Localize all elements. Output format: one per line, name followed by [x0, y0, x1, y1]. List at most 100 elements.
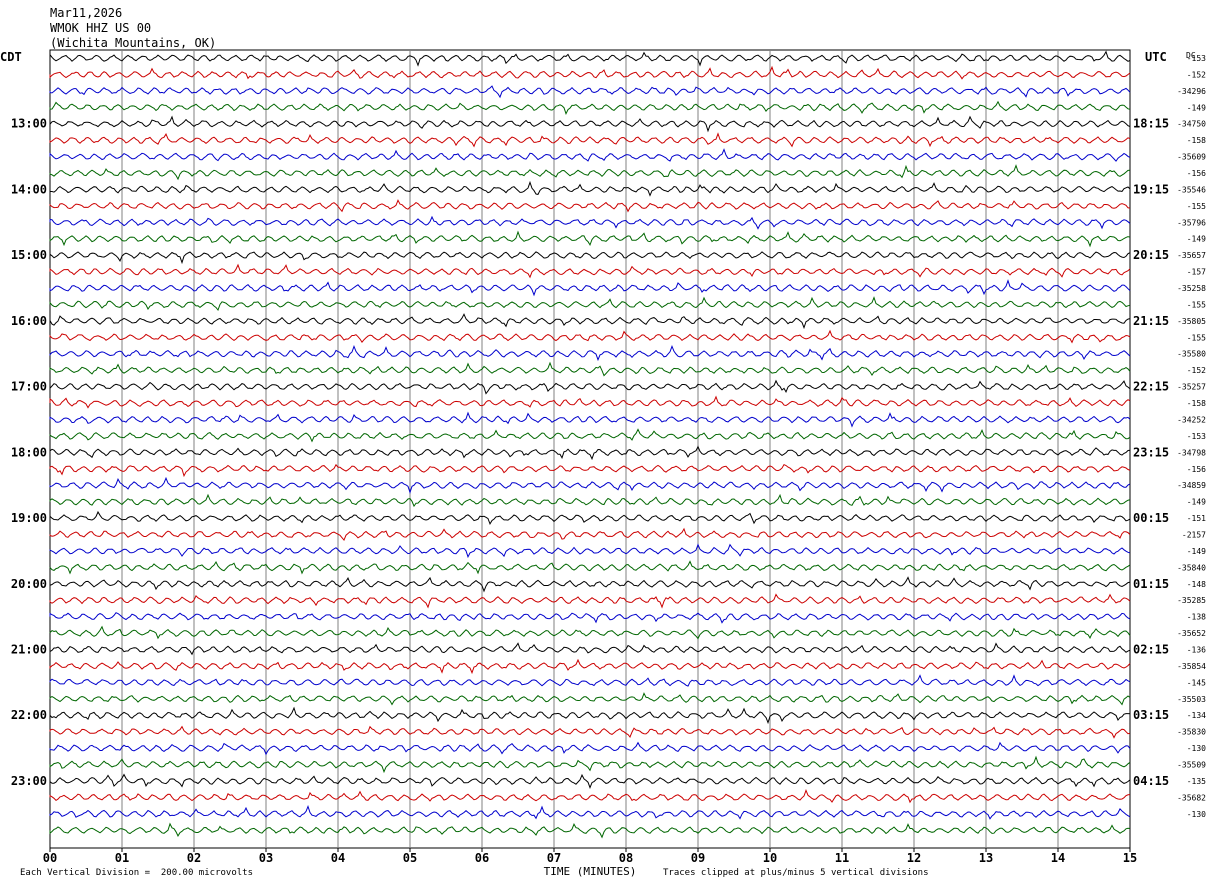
dc-value-row-17: -35805: [1177, 317, 1206, 326]
trace-row-3: [49, 85, 1131, 99]
x-tick-label-11: 11: [835, 851, 849, 865]
trace-row-29: [49, 510, 1131, 526]
x-tick-label-00: 00: [43, 851, 57, 865]
header-station: WMOK HHZ US 00: [50, 21, 152, 35]
trace-row-34: [49, 593, 1131, 609]
left-time-label-15:00: 15:00: [11, 248, 47, 262]
trace-row-12: [49, 230, 1131, 248]
trace-row-1: [49, 50, 1131, 67]
trace-row-38: [49, 658, 1131, 675]
trace-row-19: [49, 344, 1131, 362]
right-time-label-04:15: 04:15: [1133, 774, 1169, 788]
dc-value-row-42: -35830: [1177, 728, 1206, 737]
left-time-label-23:00: 23:00: [11, 774, 47, 788]
dc-value-row-36: -35652: [1177, 629, 1206, 638]
trace-row-17: [49, 313, 1131, 330]
left-time-labels: 13:00 14:00 15:00 16:00 17:00 18:00 19:00 20:00…: [11, 117, 47, 788]
dc-value-row-16: -155: [1187, 300, 1206, 309]
dc-value-row-21: -35257: [1177, 383, 1206, 392]
trace-row-27: [49, 476, 1131, 495]
trace-row-5: [49, 115, 1131, 133]
trace-rows: [49, 50, 1131, 839]
trace-row-25: [49, 445, 1131, 461]
trace-row-36: [49, 625, 1131, 640]
trace-row-22: [49, 395, 1131, 409]
dc-value-row-30: -2157: [1182, 530, 1206, 539]
dc-header-label: DC: [1186, 51, 1196, 60]
dc-value-row-45: -135: [1187, 777, 1206, 786]
dc-value-row-27: -34859: [1177, 481, 1206, 490]
dc-value-row-11: -35796: [1177, 218, 1206, 227]
right-time-label-01:15: 01:15: [1133, 577, 1169, 591]
dc-value-row-10: -155: [1187, 202, 1206, 211]
dc-value-row-38: -35854: [1177, 662, 1206, 671]
trace-row-2: [49, 65, 1131, 80]
x-tick-label-03: 03: [259, 851, 273, 865]
left-time-label-16:00: 16:00: [11, 314, 47, 328]
x-tick-label-10: 10: [763, 851, 777, 865]
trace-row-37: [49, 642, 1131, 656]
x-tick-label-02: 02: [187, 851, 201, 865]
trace-row-42: [49, 725, 1131, 739]
trace-row-20: [49, 361, 1131, 377]
trace-row-26: [49, 463, 1131, 478]
x-tick-label-09: 09: [691, 851, 705, 865]
x-tick-label-01: 01: [115, 851, 129, 865]
dc-value-row-9: -35546: [1177, 185, 1206, 194]
x-tick-label-13: 13: [979, 851, 993, 865]
trace-row-35: [49, 612, 1131, 624]
dc-value-row-5: -34750: [1177, 120, 1206, 129]
dc-value-row-44: -35509: [1177, 760, 1206, 769]
dc-value-row-28: -149: [1187, 498, 1206, 507]
dc-value-row-15: -35258: [1177, 284, 1206, 293]
left-time-label-22:00: 22:00: [11, 708, 47, 722]
dc-value-row-41: -134: [1187, 711, 1206, 720]
right-time-label-20:15: 20:15: [1133, 248, 1169, 262]
dc-value-row-14: -157: [1187, 268, 1206, 277]
dc-value-row-3: -34296: [1177, 87, 1206, 96]
x-tick-label-05: 05: [403, 851, 417, 865]
right-time-label-19:15: 19:15: [1133, 182, 1169, 196]
trace-row-16: [49, 296, 1131, 312]
trace-row-33: [49, 576, 1131, 593]
dc-value-row-25: -34798: [1177, 448, 1206, 457]
dc-value-row-23: -34252: [1177, 415, 1206, 424]
dc-value-row-47: -130: [1187, 810, 1206, 819]
trace-row-46: [49, 789, 1131, 804]
trace-row-28: [49, 493, 1131, 508]
x-tick-label-07: 07: [547, 851, 561, 865]
trace-row-10: [49, 199, 1131, 213]
right-timezone-label: UTC: [1145, 50, 1167, 64]
trace-row-11: [49, 215, 1131, 230]
dc-value-row-12: -149: [1187, 235, 1206, 244]
trace-row-45: [49, 773, 1131, 789]
left-time-label-20:00: 20:00: [11, 577, 47, 591]
dc-value-row-26: -156: [1187, 465, 1206, 474]
trace-row-30: [49, 527, 1131, 542]
scale-note: Each Vertical Division = 200.00 microvol…: [20, 868, 253, 878]
trace-row-32: [49, 560, 1131, 575]
dc-value-row-13: -35657: [1177, 251, 1206, 260]
dc-value-row-20: -152: [1187, 366, 1206, 375]
left-time-label-21:00: 21:00: [11, 642, 47, 656]
dc-value-row-31: -149: [1187, 547, 1206, 556]
minute-grid: [49, 49, 1131, 849]
trace-row-31: [49, 543, 1131, 559]
right-time-label-02:15: 02:15: [1133, 642, 1169, 656]
trace-row-13: [49, 251, 1131, 265]
x-tick-label-15: 15: [1123, 851, 1137, 865]
trace-row-14: [49, 263, 1131, 279]
x-tick-label-06: 06: [475, 851, 489, 865]
dc-value-row-7: -35609: [1177, 153, 1206, 162]
right-time-label-00:15: 00:15: [1133, 511, 1169, 525]
right-time-label-22:15: 22:15: [1133, 380, 1169, 394]
dc-value-row-37: -136: [1187, 645, 1206, 654]
right-time-label-03:15: 03:15: [1133, 708, 1169, 722]
dc-value-row-35: -138: [1187, 613, 1206, 622]
trace-row-47: [49, 805, 1131, 820]
dc-value-row-29: -151: [1187, 514, 1206, 523]
dc-value-row-33: -148: [1187, 580, 1206, 589]
dc-value-row-6: -158: [1187, 136, 1206, 145]
header-date: Mar11,2026: [50, 6, 123, 20]
